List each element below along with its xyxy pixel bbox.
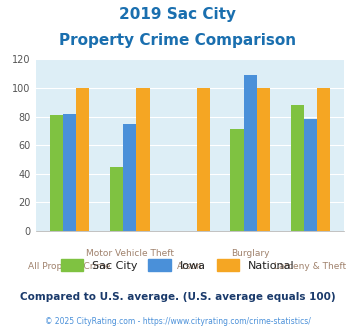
Bar: [63, 114, 76, 231]
Bar: [197, 88, 210, 231]
Text: Arson: Arson: [177, 262, 203, 271]
Bar: [244, 75, 257, 231]
Bar: [110, 167, 123, 231]
Text: All Property Crime: All Property Crime: [28, 262, 111, 271]
Text: Larceny & Theft: Larceny & Theft: [274, 262, 346, 271]
Bar: [123, 124, 136, 231]
Text: © 2025 CityRating.com - https://www.cityrating.com/crime-statistics/: © 2025 CityRating.com - https://www.city…: [45, 317, 310, 326]
Bar: [304, 119, 317, 231]
Text: 2019 Sac City: 2019 Sac City: [119, 7, 236, 21]
Text: Burglary: Burglary: [231, 249, 269, 258]
Bar: [290, 105, 304, 231]
Text: Compared to U.S. average. (U.S. average equals 100): Compared to U.S. average. (U.S. average …: [20, 292, 335, 302]
Bar: [257, 88, 270, 231]
Bar: [230, 129, 244, 231]
Text: Motor Vehicle Theft: Motor Vehicle Theft: [86, 249, 174, 258]
Legend: Sac City, Iowa, National: Sac City, Iowa, National: [56, 255, 299, 275]
Bar: [136, 88, 149, 231]
Bar: [317, 88, 330, 231]
Bar: [76, 88, 89, 231]
Text: Property Crime Comparison: Property Crime Comparison: [59, 33, 296, 48]
Bar: [50, 115, 63, 231]
